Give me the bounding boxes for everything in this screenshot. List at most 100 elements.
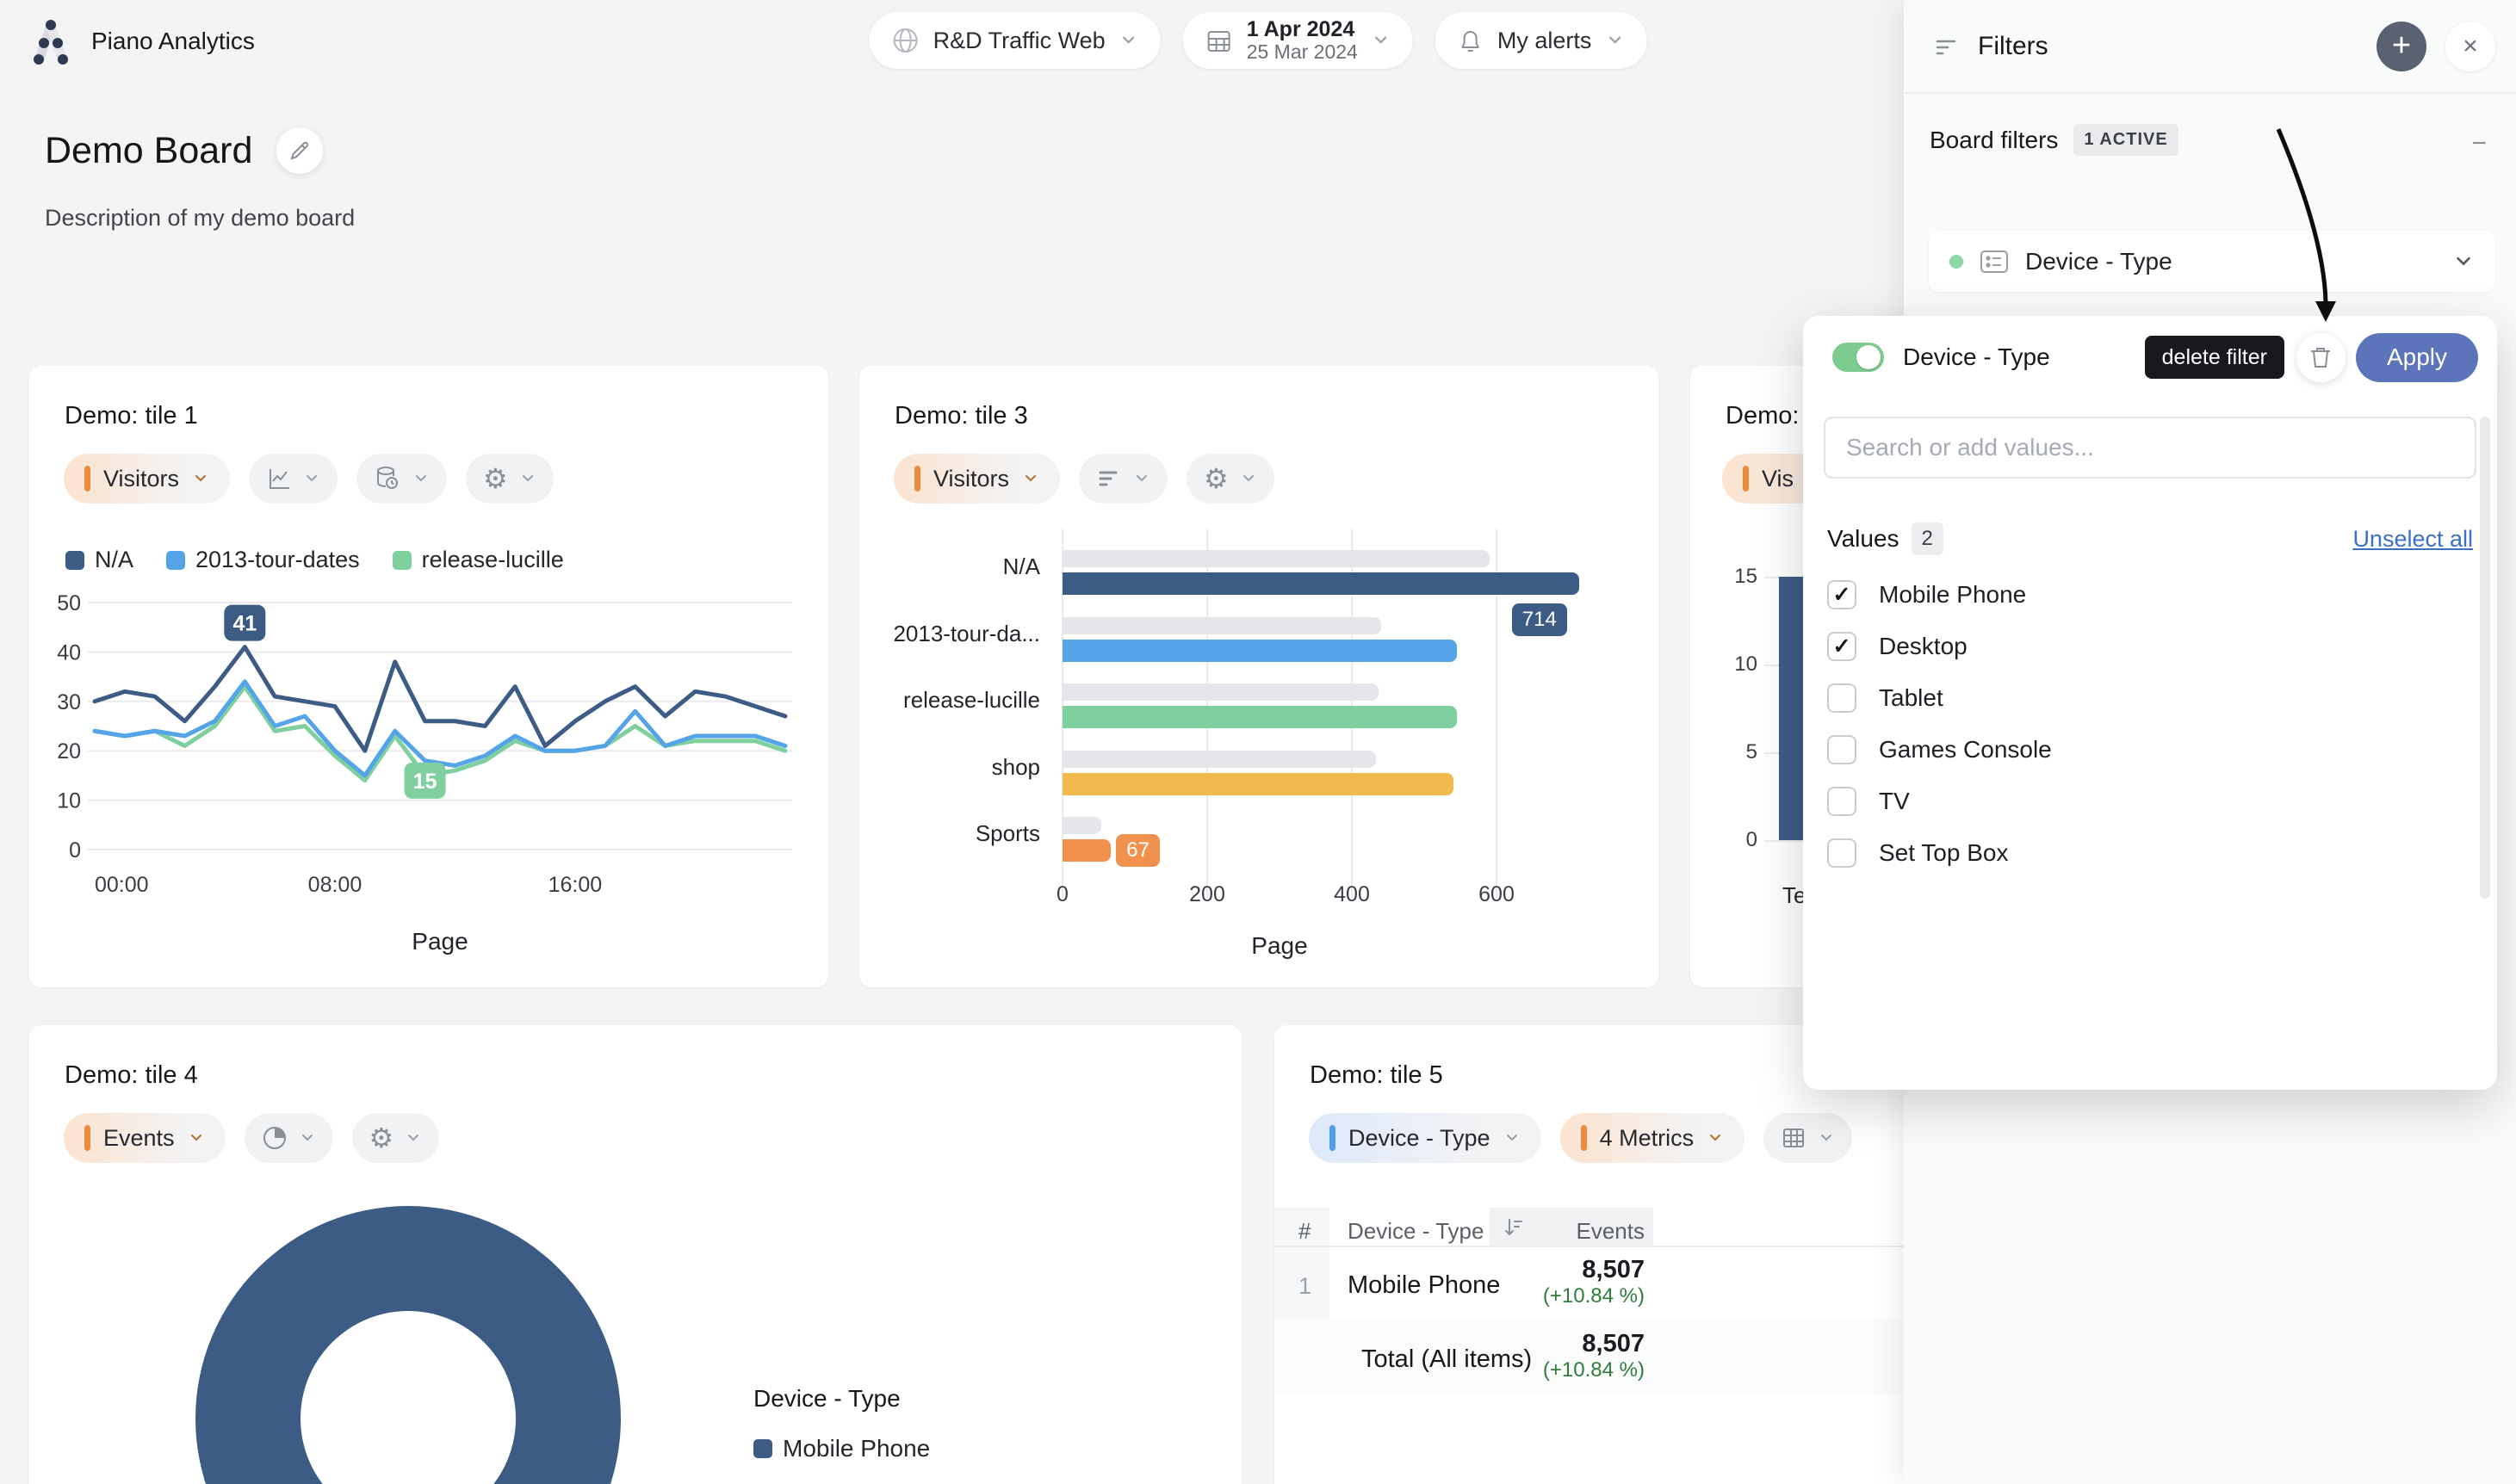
legend-title: Device - Type bbox=[753, 1385, 901, 1412]
bar-category-label: N/A bbox=[1002, 553, 1040, 579]
chevron-down-icon bbox=[412, 470, 430, 487]
svg-text:15: 15 bbox=[413, 770, 437, 794]
search-values-input[interactable] bbox=[1824, 417, 2476, 479]
table-total-row: Total (All items) 8,507 (+10.84 %) bbox=[1274, 1320, 1929, 1394]
y-axis-tick: 5 bbox=[1745, 740, 1757, 764]
y-axis-tick: 0 bbox=[1745, 828, 1757, 851]
chevron-down-icon bbox=[1133, 470, 1150, 487]
filter-item-device-type[interactable]: Device - Type bbox=[1929, 231, 2495, 292]
option-label: Desktop bbox=[1879, 633, 1968, 659]
chevron-down-icon bbox=[2452, 250, 2475, 273]
bar-category-label: shop bbox=[991, 753, 1040, 780]
unselect-all-link[interactable]: Unselect all bbox=[2352, 525, 2473, 552]
legend-swatch bbox=[753, 1439, 772, 1458]
svg-text:00:00: 00:00 bbox=[95, 873, 149, 897]
col-header-events[interactable]: Events bbox=[1576, 1218, 1645, 1244]
edit-board-button[interactable] bbox=[276, 127, 324, 174]
value-option-row[interactable]: ✓ Mobile Phone bbox=[1827, 569, 2464, 621]
tile3-controls: Visitors ⚙ bbox=[894, 454, 1274, 504]
metrics-dropdown[interactable]: 4 Metrics bbox=[1559, 1113, 1745, 1163]
gear-icon: ⚙ bbox=[369, 1122, 394, 1153]
y-axis-tick: 15 bbox=[1734, 565, 1757, 588]
line-chart: 0 10 20 30 40 50 00:00 08:00 16:00 Page 41 15 bbox=[57, 591, 792, 955]
settings-button[interactable]: ⚙ bbox=[351, 1113, 440, 1163]
values-label: Values bbox=[1827, 525, 1899, 552]
list-icon bbox=[1979, 248, 2010, 275]
chevron-down-icon bbox=[1707, 1129, 1724, 1147]
checkbox[interactable] bbox=[1827, 683, 1856, 713]
value-bar bbox=[1063, 639, 1457, 662]
chart-type-button[interactable] bbox=[244, 1113, 333, 1163]
collapse-section-button[interactable]: − bbox=[2471, 129, 2487, 158]
chart-type-button[interactable] bbox=[1079, 454, 1168, 504]
bar-category-label: Sports bbox=[975, 820, 1040, 846]
chevron-down-icon bbox=[1605, 31, 1624, 50]
x-axis-tick: 600 bbox=[1478, 882, 1515, 906]
legend-item: release-lucille bbox=[392, 547, 564, 573]
apply-button[interactable]: Apply bbox=[2355, 332, 2478, 382]
values-count-badge: 2 bbox=[1911, 522, 1943, 555]
active-dot-icon bbox=[1949, 254, 1963, 269]
option-label: Set Top Box bbox=[1879, 839, 2009, 866]
chart-type-button[interactable] bbox=[1763, 1113, 1853, 1163]
total-label: Total (All items) bbox=[1361, 1345, 1533, 1373]
legend-label: release-lucille bbox=[421, 547, 564, 572]
chevron-down-icon bbox=[1372, 31, 1391, 50]
add-filter-button[interactable]: + bbox=[2377, 21, 2426, 71]
popup-scrollbar[interactable] bbox=[2480, 417, 2490, 899]
checkbox[interactable]: ✓ bbox=[1827, 580, 1856, 609]
checkbox[interactable] bbox=[1827, 787, 1856, 816]
calendar-icon bbox=[1205, 27, 1233, 54]
col-header-rank[interactable]: # bbox=[1298, 1218, 1311, 1244]
metric-dropdown-visitors[interactable]: Visitors bbox=[894, 454, 1061, 504]
filter-item-label: Device - Type bbox=[2025, 247, 2172, 275]
option-label: Games Console bbox=[1879, 736, 2052, 763]
value-option-row[interactable]: Set Top Box bbox=[1827, 827, 2464, 879]
checkbox[interactable]: ✓ bbox=[1827, 632, 1856, 661]
active-filters-badge: 1 ACTIVE bbox=[2073, 124, 2178, 156]
filter-name-label: Device - Type bbox=[1903, 343, 2050, 370]
col-header-dimension[interactable]: Device - Type bbox=[1348, 1218, 1484, 1244]
value-option-row[interactable]: TV bbox=[1827, 776, 2464, 827]
site-scope-dropdown[interactable]: R&D Traffic Web bbox=[869, 12, 1161, 69]
data-source-button[interactable] bbox=[356, 454, 448, 504]
date-range-dropdown[interactable]: 1 Apr 2024 25 Mar 2024 bbox=[1182, 12, 1413, 69]
value-option-row[interactable]: Games Console bbox=[1827, 724, 2464, 776]
sort-desc-icon[interactable] bbox=[1502, 1216, 1524, 1239]
site-scope-label: R&D Traffic Web bbox=[933, 27, 1106, 53]
settings-button[interactable]: ⚙ bbox=[1187, 454, 1274, 504]
tile1-controls: Visitors bbox=[64, 454, 554, 504]
checkbox[interactable] bbox=[1827, 735, 1856, 764]
chevron-down-icon bbox=[405, 1129, 422, 1147]
events-value: 8,507 bbox=[1582, 1256, 1645, 1283]
filters-panel-header: Filters + × bbox=[1904, 0, 2516, 94]
table-icon bbox=[1781, 1125, 1806, 1151]
brand: Piano Analytics bbox=[26, 17, 255, 65]
checkbox[interactable] bbox=[1827, 838, 1856, 868]
close-panel-button[interactable]: × bbox=[2445, 21, 2495, 71]
settings-button[interactable]: ⚙ bbox=[466, 454, 554, 504]
svg-text:10: 10 bbox=[57, 789, 81, 813]
metric-dropdown-events[interactable]: Events bbox=[64, 1113, 226, 1163]
tile-title: Demo: tile 3 bbox=[895, 402, 1028, 430]
dimension-dropdown[interactable]: Device - Type bbox=[1309, 1113, 1541, 1163]
trash-icon bbox=[2308, 344, 2333, 370]
comparison-bar bbox=[1063, 683, 1379, 701]
delete-filter-button[interactable] bbox=[2296, 332, 2346, 382]
value-option-row[interactable]: ✓ Desktop bbox=[1827, 621, 2464, 672]
value-option-row[interactable]: Tablet bbox=[1827, 672, 2464, 724]
chart-type-button[interactable] bbox=[249, 454, 338, 504]
filter-enabled-toggle[interactable] bbox=[1832, 343, 1884, 372]
chevron-down-icon bbox=[192, 470, 209, 487]
comparison-bar bbox=[1063, 550, 1490, 567]
metric-dropdown-visitors[interactable]: Visitors bbox=[64, 454, 231, 504]
metric-label: Visitors bbox=[933, 465, 1010, 492]
my-alerts-dropdown[interactable]: My alerts bbox=[1435, 12, 1647, 69]
chevron-down-icon bbox=[188, 1129, 205, 1147]
app-title: Piano Analytics bbox=[91, 28, 255, 54]
option-label: Mobile Phone bbox=[1879, 581, 2027, 608]
bar-category-label: release-lucille bbox=[903, 687, 1040, 713]
tile-title: Demo: bbox=[1726, 402, 1800, 430]
table-header-row: # Device - Type Events bbox=[1274, 1208, 1929, 1247]
